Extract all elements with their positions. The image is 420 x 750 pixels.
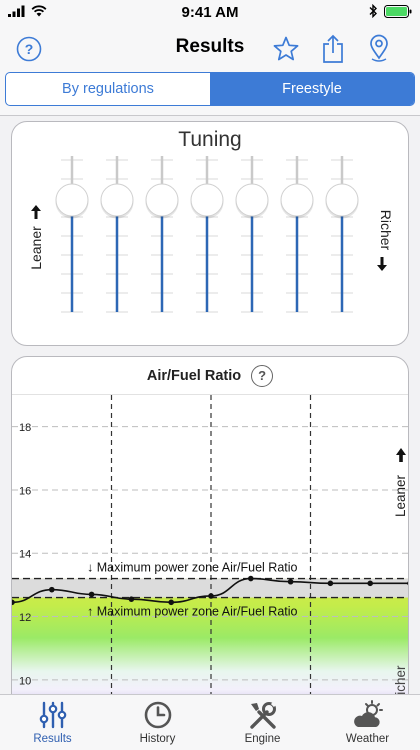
max-power-lower-label: ↑ Maximum power zone Air/Fuel Ratio <box>87 605 298 619</box>
tab-engine-label: Engine <box>244 733 281 745</box>
segment-freestyle[interactable]: Freestyle <box>210 73 414 105</box>
svg-text:?: ? <box>25 41 34 57</box>
status-time: 9:41 AM <box>181 4 239 21</box>
location-button[interactable] <box>364 34 394 64</box>
weather-icon <box>353 700 383 727</box>
tuning-sliders <box>55 156 359 313</box>
mode-segmented-control: By regulations Freestyle <box>5 72 415 106</box>
favorite-button[interactable] <box>271 34 301 64</box>
wifi-icon <box>31 5 47 17</box>
slider-knob[interactable] <box>235 183 269 217</box>
richer-arrow-icon <box>377 257 387 271</box>
clock-icon <box>144 701 171 729</box>
y-tick-label: 14 <box>19 549 31 561</box>
tuning-slider-2[interactable] <box>100 156 134 313</box>
afr-data-point <box>168 599 174 606</box>
afr-data-point <box>49 586 55 593</box>
slider-knob[interactable] <box>145 183 179 217</box>
tab-results-label: Results <box>33 733 72 745</box>
afr-title: Air/Fuel Ratio <box>146 367 242 384</box>
max-power-upper-label: ↓ Maximum power zone Air/Fuel Ratio <box>87 561 298 575</box>
sliders-icon <box>39 701 66 729</box>
battery-icon <box>384 4 412 18</box>
afr-data-point <box>12 599 15 606</box>
afr-chart: 18 16 14 12 10 ↓ Maximum power zone Air/Fuel … <box>12 395 408 701</box>
tuning-slider-6[interactable] <box>280 156 314 313</box>
afr-data-point <box>248 575 254 582</box>
chart-richer-label: Richer <box>393 665 408 701</box>
status-right <box>368 4 412 18</box>
signal-icon <box>8 5 25 17</box>
tuning-slider-4[interactable] <box>190 156 224 313</box>
afr-data-point <box>327 580 334 587</box>
afr-header: Air/Fuel Ratio ? <box>12 357 408 395</box>
afr-data-point <box>367 580 374 587</box>
leaner-arrow-icon <box>31 205 41 219</box>
status-left <box>8 5 47 17</box>
segment-by-regulations[interactable]: By regulations <box>62 81 154 97</box>
slider-knob[interactable] <box>100 183 134 217</box>
share-button[interactable] <box>318 34 348 64</box>
bluetooth-icon <box>369 4 377 18</box>
location-pin-icon <box>370 34 388 62</box>
y-tick-label: 18 <box>19 422 31 434</box>
tab-history-label: History <box>139 733 176 745</box>
mode-selector-bar: By regulations Freestyle <box>0 72 420 116</box>
tab-weather-label: Weather <box>345 733 390 745</box>
y-tick-label: 16 <box>19 485 31 497</box>
air-fuel-ratio-card: Air/Fuel Ratio ? 18 16 14 12 10 ↓ Maximum pow… <box>11 356 409 701</box>
tuning-card: Tuning Leaner Richer <box>11 121 409 346</box>
tab-history[interactable]: History <box>105 695 210 750</box>
help-icon: ? <box>16 36 42 62</box>
y-tick-label: 10 <box>19 675 31 687</box>
tab-engine[interactable]: Engine <box>210 695 315 750</box>
tuning-title: Tuning <box>178 128 242 151</box>
share-icon <box>323 34 343 63</box>
chart-leaner-label: Leaner <box>393 474 408 517</box>
navigation-bar: ? Results <box>0 26 420 72</box>
tuning-slider-1[interactable] <box>55 156 89 313</box>
tab-bar: Results History Engine <box>0 694 420 750</box>
slider-knob[interactable] <box>280 183 314 217</box>
slider-knob[interactable] <box>190 183 224 217</box>
tools-icon <box>249 701 276 729</box>
page-title: Results <box>175 36 245 57</box>
slider-knob[interactable] <box>55 183 89 217</box>
tuning-slider-7[interactable] <box>325 156 359 313</box>
max-power-band <box>12 578 408 598</box>
chart-leaner-arrow-icon <box>396 448 406 462</box>
afr-data-point <box>128 596 135 602</box>
afr-help-button[interactable]: ? <box>251 364 274 387</box>
star-icon <box>273 36 299 61</box>
tuning-slider-3[interactable] <box>145 156 179 313</box>
tuning-slider-5[interactable] <box>235 156 269 313</box>
slider-knob[interactable] <box>325 183 359 217</box>
tab-results[interactable]: Results <box>0 695 105 750</box>
afr-data-point <box>88 591 95 598</box>
afr-data-point <box>208 593 214 599</box>
afr-data-point <box>287 578 294 585</box>
help-button[interactable]: ? <box>14 34 44 64</box>
afr-data-point <box>407 581 408 586</box>
tab-weather[interactable]: Weather <box>315 695 420 750</box>
y-tick-label: 12 <box>19 612 31 624</box>
status-bar: 9:41 AM <box>0 0 420 26</box>
